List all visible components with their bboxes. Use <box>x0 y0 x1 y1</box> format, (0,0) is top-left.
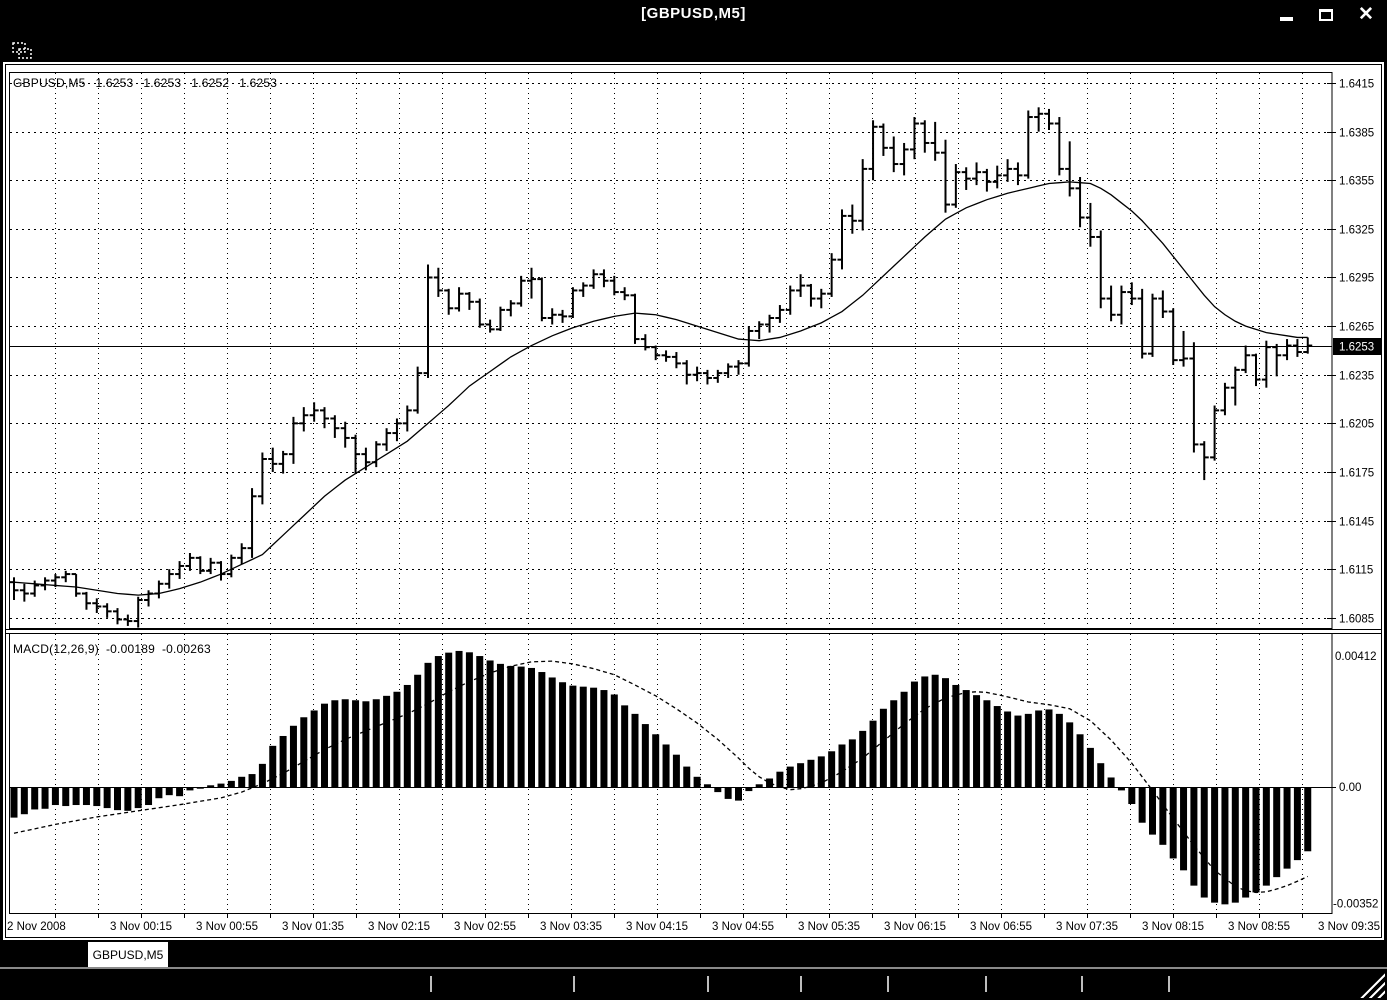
macd-signal-value: -0.00263 <box>161 642 211 656</box>
time-tick-label: 3 Nov 08:15 <box>1142 921 1204 933</box>
time-axis <box>55 913 1303 918</box>
chart-tab-strip: GBPUSD,M5 <box>0 940 1387 967</box>
price-tick-label: 1.6415 <box>1339 79 1374 91</box>
time-tick-label: 3 Nov 06:15 <box>884 921 946 933</box>
macd-axis-zero: 0.00 <box>1339 782 1361 794</box>
chart-area[interactable]: 1.6415 1.6385 1.6355 1.6325 1.6295 1.6265 1.62… <box>3 62 1384 940</box>
symbol-label: GBPUSD,M5 <box>13 76 86 90</box>
status-separator <box>985 976 987 992</box>
tab-gbpusd-m5[interactable]: GBPUSD,M5 <box>88 942 168 967</box>
price-tick-label: 1.6355 <box>1339 176 1374 188</box>
time-tick-label: 3 Nov 02:55 <box>454 921 516 933</box>
window-controls: ✕ <box>1277 0 1375 30</box>
price-tick-label: 1.6295 <box>1339 273 1374 285</box>
price-tick-label: 1.6265 <box>1339 322 1374 334</box>
macd-signal-line <box>13 660 1309 894</box>
moving-average-line <box>13 181 1308 596</box>
time-tick-label: 3 Nov 03:35 <box>540 921 602 933</box>
time-tick-label: 3 Nov 01:35 <box>282 921 344 933</box>
macd-histogram <box>10 650 1312 905</box>
time-tick-label: 3 Nov 00:55 <box>196 921 258 933</box>
time-tick-label: 3 Nov 04:15 <box>626 921 688 933</box>
time-tick-label: 3 Nov 04:55 <box>712 921 774 933</box>
time-tick-label: 3 Nov 08:55 <box>1228 921 1290 933</box>
status-separator <box>800 976 802 992</box>
macd-main-value: -0.00189 <box>105 642 155 656</box>
price-tick-label: 1.6115 <box>1339 565 1373 577</box>
status-separator <box>1168 976 1170 992</box>
open-value: 1.6253 <box>95 76 134 90</box>
macd-header: MACD(12,26,9) -0.00189 -0.00263 <box>13 642 211 656</box>
time-tick-label: 3 Nov 00:15 <box>110 921 172 933</box>
close-value: 1.6253 <box>239 76 278 90</box>
time-tick-label: 3 Nov 05:35 <box>798 921 860 933</box>
current-price-text: 1.6253 <box>1339 342 1374 354</box>
title-bar: [GBPUSD,M5] ✕ <box>0 0 1387 30</box>
macd-axis-max: 0.00412 <box>1335 651 1377 663</box>
status-bar <box>0 967 1387 1000</box>
status-separator <box>1081 976 1083 992</box>
current-price-badge <box>1333 338 1381 355</box>
price-tick-label: 1.6145 <box>1339 517 1374 529</box>
symbol-ohlc-header: GBPUSD,M5 1.6253 1.6253 1.6252 1.6253 <box>13 76 277 90</box>
ohlc-bars <box>9 107 1313 628</box>
time-tick-label: 3 Nov 09:35 <box>1318 921 1380 933</box>
status-separator <box>887 976 889 992</box>
maximize-button[interactable] <box>1317 6 1335 24</box>
maximize-icon <box>1319 9 1333 21</box>
macd-axis-min: -0.00352 <box>1333 899 1378 911</box>
price-tick-label: 1.6235 <box>1339 371 1374 383</box>
high-value: 1.6253 <box>143 76 182 90</box>
toolbar-row <box>0 30 1387 62</box>
price-tick-label: 1.6085 <box>1339 614 1374 626</box>
minimize-icon <box>1279 17 1293 21</box>
cascade-windows-icon[interactable] <box>11 41 35 61</box>
price-chart[interactable]: 1.6415 1.6385 1.6355 1.6325 1.6295 1.6265 1.62… <box>3 62 1384 940</box>
close-icon: ✕ <box>1358 4 1374 25</box>
price-tick-label: 1.6175 <box>1339 468 1374 480</box>
status-separator <box>573 976 575 992</box>
price-tick-label: 1.6385 <box>1339 128 1374 140</box>
status-separator <box>707 976 709 992</box>
time-tick-label: 2 Nov 2008 <box>7 921 66 933</box>
price-tick-label: 1.6205 <box>1339 419 1374 431</box>
time-tick-label: 3 Nov 06:55 <box>970 921 1032 933</box>
low-value: 1.6252 <box>191 76 230 90</box>
grid-lines <box>10 73 1332 913</box>
price-axis <box>1327 83 1336 619</box>
time-tick-label: 3 Nov 07:35 <box>1056 921 1118 933</box>
macd-indicator-label: MACD(12,26,9) <box>13 642 99 656</box>
time-tick-label: 3 Nov 02:15 <box>368 921 430 933</box>
price-tick-label: 1.6325 <box>1339 225 1374 237</box>
resize-grip[interactable] <box>1360 973 1385 998</box>
status-separator <box>430 976 432 992</box>
minimize-button[interactable] <box>1277 6 1295 24</box>
close-button[interactable]: ✕ <box>1357 4 1375 25</box>
window-title: [GBPUSD,M5] <box>641 5 746 22</box>
